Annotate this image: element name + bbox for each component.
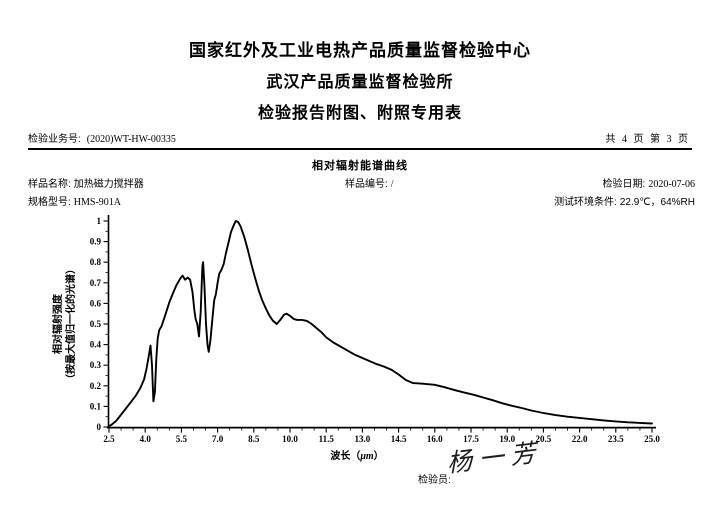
sample-no-field: 样品编号: / [345,175,394,190]
x-tick-label: 16.0 [427,434,443,444]
section-title: 相对辐射能谱曲线 [312,160,408,172]
report-title: 检验报告附图、附照专用表 [257,105,462,122]
inspector-label: 检验员: [418,475,451,486]
y-tick-label: 0.6 [90,298,102,308]
y-axis-label-line1: 相对辐射强度 [51,293,64,354]
y-tick-label: 0.2 [90,381,102,391]
header-divider [28,148,692,150]
sample-name-value: 加热磁力搅拌器 [73,179,144,190]
x-tick-label: 17.5 [463,434,479,444]
x-tick-label: 23.5 [608,434,624,444]
org-title: 国家红外及工业电热产品质量监督检验中心 [189,41,531,60]
inspection-date-value: 2020-07-06 [648,179,695,190]
x-tick-label: 22.0 [572,434,588,444]
x-tick-label: 11.5 [319,434,335,444]
y-tick-label: 0.7 [90,278,102,288]
business-no-row: 检验业务号: (2020)WT-HW-00335 [28,130,176,145]
y-tick-label: 0 [97,422,102,432]
x-tick-label: 20.5 [536,434,552,444]
x-axis-label: 波长（μm） [330,449,383,462]
x-tick-label: 2.5 [103,434,115,444]
x-tick-label: 14.5 [391,434,407,444]
x-tick-label: 4.0 [140,434,152,444]
y-tick-label: 1 [97,216,102,226]
x-tick-label: 13.0 [355,434,371,444]
business-no-label: 检验业务号: [28,134,81,145]
x-tick-label: 7.0 [212,434,224,444]
environment-value: 22.9℃，64%RH [619,197,695,208]
y-tick-label: 0.4 [90,340,102,350]
y-tick-label: 0.9 [90,237,102,247]
model-value: HMS-901A [73,197,122,208]
environment-field: 测试环境条件: 22.9℃，64%RH [554,193,695,208]
environment-label: 测试环境条件: [554,197,617,208]
sample-no-label: 样品编号: [345,179,388,190]
business-no-value: (2020)WT-HW-00335 [86,134,176,145]
sample-no-value: / [390,179,394,190]
y-tick-label: 0.1 [90,401,102,411]
spectrum-curve [108,220,653,427]
inspection-date-field: 检验日期: 2020-07-06 [603,175,695,190]
x-tick-label: 25.0 [644,434,660,444]
x-tick-label: 5.5 [176,434,188,444]
y-axis-label-line2: （按最大值归一化的光谱） [64,264,77,384]
sample-name-field: 样品名称: 加热磁力搅拌器 [28,175,144,190]
y-tick-label: 0.5 [90,319,102,329]
x-tick-label: 19.0 [499,434,515,444]
sample-name-label: 样品名称: [28,179,71,190]
y-tick-label: 0.8 [90,257,102,267]
x-tick-label: 10.0 [282,434,298,444]
inspection-date-label: 检验日期: [602,179,646,190]
x-tick-label: 8.5 [248,434,260,444]
y-tick-label: 0.3 [90,360,102,370]
model-label: 规格型号: [28,197,71,208]
org-subtitle: 武汉产品质量监督检验所 [266,74,454,91]
pagination: 共 4 页 第 3 页 [605,134,690,145]
model-field: 规格型号: HMS-901A [28,193,121,208]
